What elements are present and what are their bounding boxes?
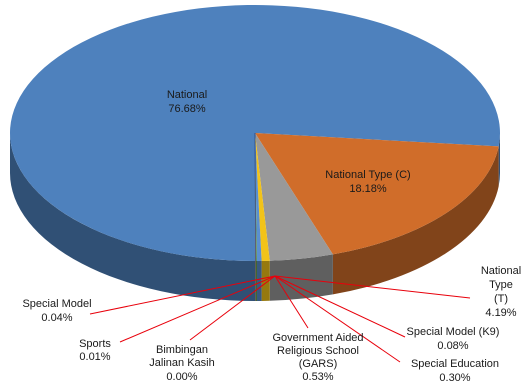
label-bimbingan-value: 0.00% bbox=[166, 371, 197, 383]
label-special-model: Special Model 0.04% bbox=[22, 298, 91, 324]
label-national-value: 76.68% bbox=[168, 103, 206, 115]
side-national bbox=[498, 133, 500, 187]
leader-line-1 bbox=[274, 275, 471, 299]
pie-sides bbox=[10, 133, 500, 301]
leader-line-4 bbox=[274, 275, 406, 338]
label-national-name: National bbox=[167, 89, 207, 101]
label-special-model-k9-name: Special Model (K9) bbox=[407, 326, 500, 338]
label-gars-line2: Religious School bbox=[277, 345, 359, 357]
label-special-education-name: Special Education bbox=[411, 358, 499, 370]
side-national bbox=[10, 133, 255, 301]
side-special-model-k9 bbox=[255, 260, 258, 301]
leader-line-7 bbox=[89, 275, 276, 315]
label-sports: Sports 0.01% bbox=[79, 338, 111, 363]
label-bimbingan-jalinan-kasih: Bimbingan Jalinan Kasih 0.00% bbox=[149, 344, 214, 383]
label-bimbingan-line1: Bimbingan bbox=[156, 344, 208, 356]
label-sports-name: Sports bbox=[79, 338, 111, 350]
label-national: National 76.68% bbox=[167, 89, 207, 115]
side-special-model bbox=[255, 260, 256, 301]
label-gars-line1: Government Aided bbox=[272, 332, 363, 344]
leader-line-6 bbox=[119, 275, 276, 343]
slice-special-model bbox=[255, 133, 256, 261]
label-gars-line3: (GARS) bbox=[299, 358, 338, 370]
slice-government-aided-religious-school-gars bbox=[255, 133, 270, 261]
label-special-model-k9: Special Model (K9) 0.08% bbox=[407, 326, 500, 352]
label-special-model-k9-value: 0.08% bbox=[437, 340, 468, 352]
slice-special-education bbox=[255, 133, 262, 261]
label-national-type-t-line1: National bbox=[481, 265, 521, 277]
label-national-type-t-value: 4.19% bbox=[485, 307, 516, 319]
leader-line-2 bbox=[274, 275, 309, 329]
label-gars-value: 0.53% bbox=[302, 371, 333, 383]
slice-bimbingan-jalinan-kasih bbox=[254, 132, 257, 262]
label-gars: Government Aided Religious School (GARS)… bbox=[272, 332, 363, 383]
side-national-type-t bbox=[269, 254, 333, 301]
side-special-education bbox=[257, 260, 262, 301]
label-national-type-c: National Type (C) 18.18% bbox=[325, 169, 410, 195]
slice-national-type-c bbox=[255, 133, 499, 255]
side-national-type-c bbox=[332, 146, 499, 295]
pie-slices bbox=[9, 4, 501, 262]
side-government-aided-religious-school-gars bbox=[261, 260, 270, 301]
label-special-education-value: 0.30% bbox=[439, 372, 470, 383]
label-national-type-t: National Type (T) 4.19% bbox=[481, 265, 521, 319]
label-special-model-value: 0.04% bbox=[41, 312, 72, 324]
label-sports-value: 0.01% bbox=[79, 351, 110, 363]
leader-lines bbox=[89, 275, 471, 363]
leader-line-3 bbox=[274, 275, 401, 363]
label-national-type-c-value: 18.18% bbox=[349, 183, 387, 195]
label-national-type-t-line2: Type bbox=[489, 279, 513, 291]
leader-line-5 bbox=[189, 275, 276, 341]
label-bimbingan-line2: Jalinan Kasih bbox=[149, 357, 214, 369]
label-national-type-c-name: National Type (C) bbox=[325, 169, 410, 181]
label-national-type-t-line3: (T) bbox=[494, 293, 508, 305]
label-special-education: Special Education 0.30% bbox=[411, 358, 499, 383]
slice-national-type-t bbox=[255, 133, 333, 261]
label-special-model-name: Special Model bbox=[22, 298, 91, 310]
